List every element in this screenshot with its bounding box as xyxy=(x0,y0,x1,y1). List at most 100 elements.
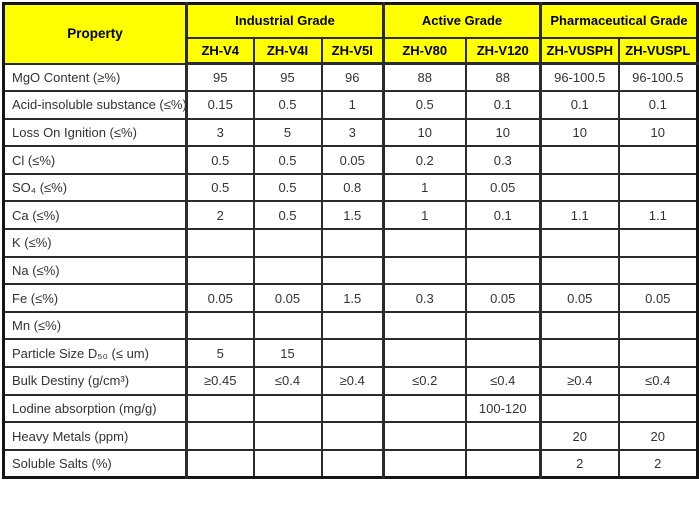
value-cell xyxy=(539,310,620,341)
value-cell xyxy=(617,255,699,286)
value-cell xyxy=(539,172,620,203)
property-cell: SO₄ (≤%) xyxy=(2,172,188,203)
table-row: SO₄ (≤%) 0.5 0.5 0.8 1 0.05 xyxy=(2,172,699,203)
value-cell xyxy=(320,421,385,451)
value-cell xyxy=(382,255,467,286)
value-cell xyxy=(464,310,542,341)
property-cell: Soluble Salts (%) xyxy=(2,448,188,479)
value-cell: 1 xyxy=(382,200,467,231)
value-cell: 1.1 xyxy=(539,200,620,231)
value-cell: 2 xyxy=(617,448,699,479)
value-cell xyxy=(252,255,323,286)
value-cell: 2 xyxy=(185,200,255,231)
value-cell xyxy=(382,448,467,479)
value-cell xyxy=(252,310,323,341)
value-cell: 10 xyxy=(382,117,467,148)
value-cell: 0.1 xyxy=(617,90,699,120)
value-cell xyxy=(320,255,385,286)
value-cell: ≤0.4 xyxy=(617,366,699,396)
value-cell: 0.05 xyxy=(617,283,699,313)
property-cell: MgO Content (≥%) xyxy=(2,62,188,93)
value-cell xyxy=(320,448,385,479)
value-cell xyxy=(617,338,699,369)
value-cell: 0.3 xyxy=(464,145,542,175)
value-cell xyxy=(464,421,542,451)
value-cell xyxy=(382,421,467,451)
value-cell: 0.1 xyxy=(464,200,542,231)
value-cell: ≥0.4 xyxy=(320,366,385,396)
value-cell: 96-100.5 xyxy=(617,62,699,93)
property-cell: Na (≤%) xyxy=(2,255,188,286)
value-cell: 0.2 xyxy=(382,145,467,175)
value-cell: 0.5 xyxy=(252,200,323,231)
property-cell: Acid-insoluble substance (≤%) xyxy=(2,90,188,120)
table-row: Mn (≤%) xyxy=(2,310,699,341)
value-cell: 95 xyxy=(185,62,255,93)
value-cell: 3 xyxy=(320,117,385,148)
header-col-zh-v120: ZH-V120 xyxy=(464,36,542,65)
value-cell: 96-100.5 xyxy=(539,62,620,93)
value-cell: 10 xyxy=(464,117,542,148)
property-cell: Mn (≤%) xyxy=(2,310,188,341)
value-cell: 96 xyxy=(320,62,385,93)
value-cell: 0.05 xyxy=(252,283,323,313)
value-cell: 0.05 xyxy=(464,172,542,203)
property-cell: Heavy Metals (ppm) xyxy=(2,421,188,451)
value-cell: 20 xyxy=(617,421,699,451)
property-cell: Ca (≤%) xyxy=(2,200,188,231)
table-row: Particle Size D₅₀ (≤ um) 5 15 xyxy=(2,338,699,369)
table-row: Ca (≤%) 2 0.5 1.5 1 0.1 1.1 1.1 xyxy=(2,200,699,231)
header-col-zh-v4i: ZH-V4I xyxy=(252,36,323,65)
value-cell: 3 xyxy=(185,117,255,148)
value-cell xyxy=(252,421,323,451)
property-cell: Lodine absorption (mg/g) xyxy=(2,393,188,424)
value-cell: 0.5 xyxy=(252,90,323,120)
value-cell: ≤0.2 xyxy=(382,366,467,396)
header-group-pharmaceutical: Pharmaceutical Grade xyxy=(539,2,699,39)
value-cell xyxy=(617,228,699,258)
value-cell: 95 xyxy=(252,62,323,93)
value-cell: 10 xyxy=(617,117,699,148)
value-cell: 0.5 xyxy=(252,172,323,203)
value-cell xyxy=(617,172,699,203)
value-cell xyxy=(185,421,255,451)
value-cell: ≥0.45 xyxy=(185,366,255,396)
value-cell: 0.1 xyxy=(539,90,620,120)
value-cell xyxy=(464,448,542,479)
value-cell: 10 xyxy=(539,117,620,148)
table-row: Na (≤%) xyxy=(2,255,699,286)
value-cell xyxy=(185,448,255,479)
value-cell xyxy=(617,145,699,175)
value-cell xyxy=(539,255,620,286)
value-cell xyxy=(252,228,323,258)
value-cell: 5 xyxy=(252,117,323,148)
value-cell xyxy=(539,228,620,258)
value-cell xyxy=(185,228,255,258)
value-cell xyxy=(617,393,699,424)
header-col-zh-v4: ZH-V4 xyxy=(185,36,255,65)
value-cell xyxy=(382,338,467,369)
spec-table: Property Industrial Grade Active Grade P… xyxy=(2,2,699,479)
value-cell xyxy=(382,310,467,341)
property-cell: Fe (≤%) xyxy=(2,283,188,313)
value-cell xyxy=(252,393,323,424)
property-cell: Cl (≤%) xyxy=(2,145,188,175)
value-cell: 0.5 xyxy=(382,90,467,120)
value-cell xyxy=(382,228,467,258)
property-cell: Particle Size D₅₀ (≤ um) xyxy=(2,338,188,369)
value-cell xyxy=(617,310,699,341)
value-cell: 1 xyxy=(320,90,385,120)
value-cell: 2 xyxy=(539,448,620,479)
value-cell xyxy=(464,255,542,286)
value-cell: ≥0.4 xyxy=(539,366,620,396)
value-cell: 100-120 xyxy=(464,393,542,424)
value-cell: 0.05 xyxy=(185,283,255,313)
header-group-active: Active Grade xyxy=(381,2,542,39)
value-cell: 0.05 xyxy=(464,283,542,313)
value-cell: 5 xyxy=(185,338,255,369)
value-cell xyxy=(320,338,385,369)
value-cell xyxy=(320,228,385,258)
value-cell: 0.8 xyxy=(320,172,385,203)
header-row-groups: Property Industrial Grade Active Grade P… xyxy=(2,2,699,65)
